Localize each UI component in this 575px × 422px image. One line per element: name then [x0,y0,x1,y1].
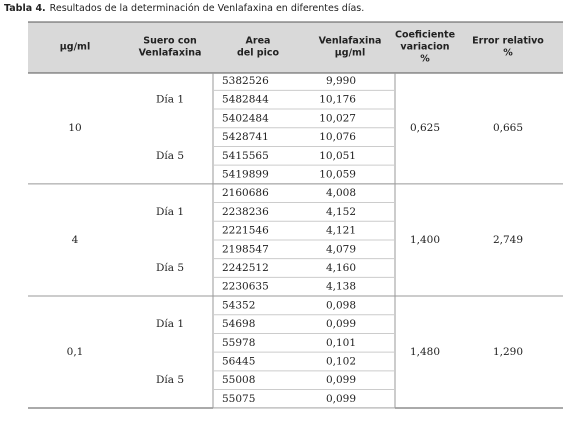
area-cell: 55008 [222,374,255,386]
area-cell: 2160686 [222,187,269,199]
area-cell: 54698 [222,318,255,330]
error-cell: 1,290 [493,346,523,358]
day-cell: Día 1 [156,318,184,330]
day-cell: Día 1 [156,94,184,106]
area-cell: 5415565 [222,150,269,162]
group-concentration: 0,1 [67,346,84,358]
header-cell: Area [246,36,271,47]
header-cell: Suero con [143,36,197,47]
coefficient-cell: 0,625 [410,122,440,134]
day-cell: Día 5 [156,262,184,274]
concentration-cell: 4,160 [326,262,356,274]
area-cell: 5428741 [222,131,269,143]
caption: Tabla 4. Resultados de la determinación d… [4,3,364,14]
day-cell: Día 1 [156,206,184,218]
caption-label: Tabla 4. [4,3,46,14]
header-background [28,22,563,73]
concentration-cell: 0,098 [326,299,356,311]
coefficient-cell: 1,400 [410,234,440,246]
day-cell: Día 5 [156,150,184,162]
area-cell: 5482844 [222,94,269,106]
concentration-cell: 4,079 [326,243,356,255]
error-cell: 2,749 [493,234,523,246]
header-cell: Error relativo [472,36,544,47]
area-cell: 56445 [222,356,255,368]
header-cell: % [503,48,513,59]
coefficient-cell: 1,480 [410,346,440,358]
area-cell: 2242512 [222,262,269,274]
area-cell: 2238236 [222,206,269,218]
concentration-cell: 0,102 [326,356,356,368]
group-concentration: 10 [68,122,81,134]
error-cell: 0,665 [493,122,523,134]
day-cell: Día 5 [156,374,184,386]
area-cell: 55978 [222,337,255,349]
concentration-cell: 10,059 [319,169,356,181]
concentration-cell: 10,027 [319,112,356,124]
header-cell: Venlafaxina [319,36,382,47]
concentration-cell: 9,990 [326,75,356,87]
header-cell: Venlafaxina [139,48,202,59]
group-concentration: 4 [72,234,79,246]
area-cell: 5382526 [222,75,269,87]
area-cell: 55075 [222,393,255,405]
area-cell: 54352 [222,299,255,311]
header-cell: % [420,54,430,65]
header-cell: µg/ml [335,48,365,59]
concentration-cell: 0,101 [326,337,356,349]
header-cell: Coeficiente [395,30,455,41]
header-cell: variacion [400,42,449,53]
area-cell: 2221546 [222,225,269,237]
concentration-cell: 0,099 [326,374,356,386]
concentration-cell: 10,176 [319,94,356,106]
concentration-cell: 0,099 [326,318,356,330]
concentration-cell: 4,152 [326,206,356,218]
header-cell: del pico [237,48,279,59]
area-cell: 5419899 [222,169,269,181]
concentration-cell: 4,121 [326,225,356,237]
area-cell: 2198547 [222,243,269,255]
concentration-cell: 10,076 [319,131,356,143]
area-cell: 5402484 [222,112,269,124]
concentration-cell: 10,051 [319,150,356,162]
concentration-cell: 4,138 [326,281,356,293]
concentration-cell: 0,099 [326,393,356,405]
concentration-cell: 4,008 [326,187,356,199]
caption-text: Resultados de la determinación de Venlaf… [50,3,365,14]
area-cell: 2230635 [222,281,269,293]
header-cell: µg/ml [60,42,90,53]
